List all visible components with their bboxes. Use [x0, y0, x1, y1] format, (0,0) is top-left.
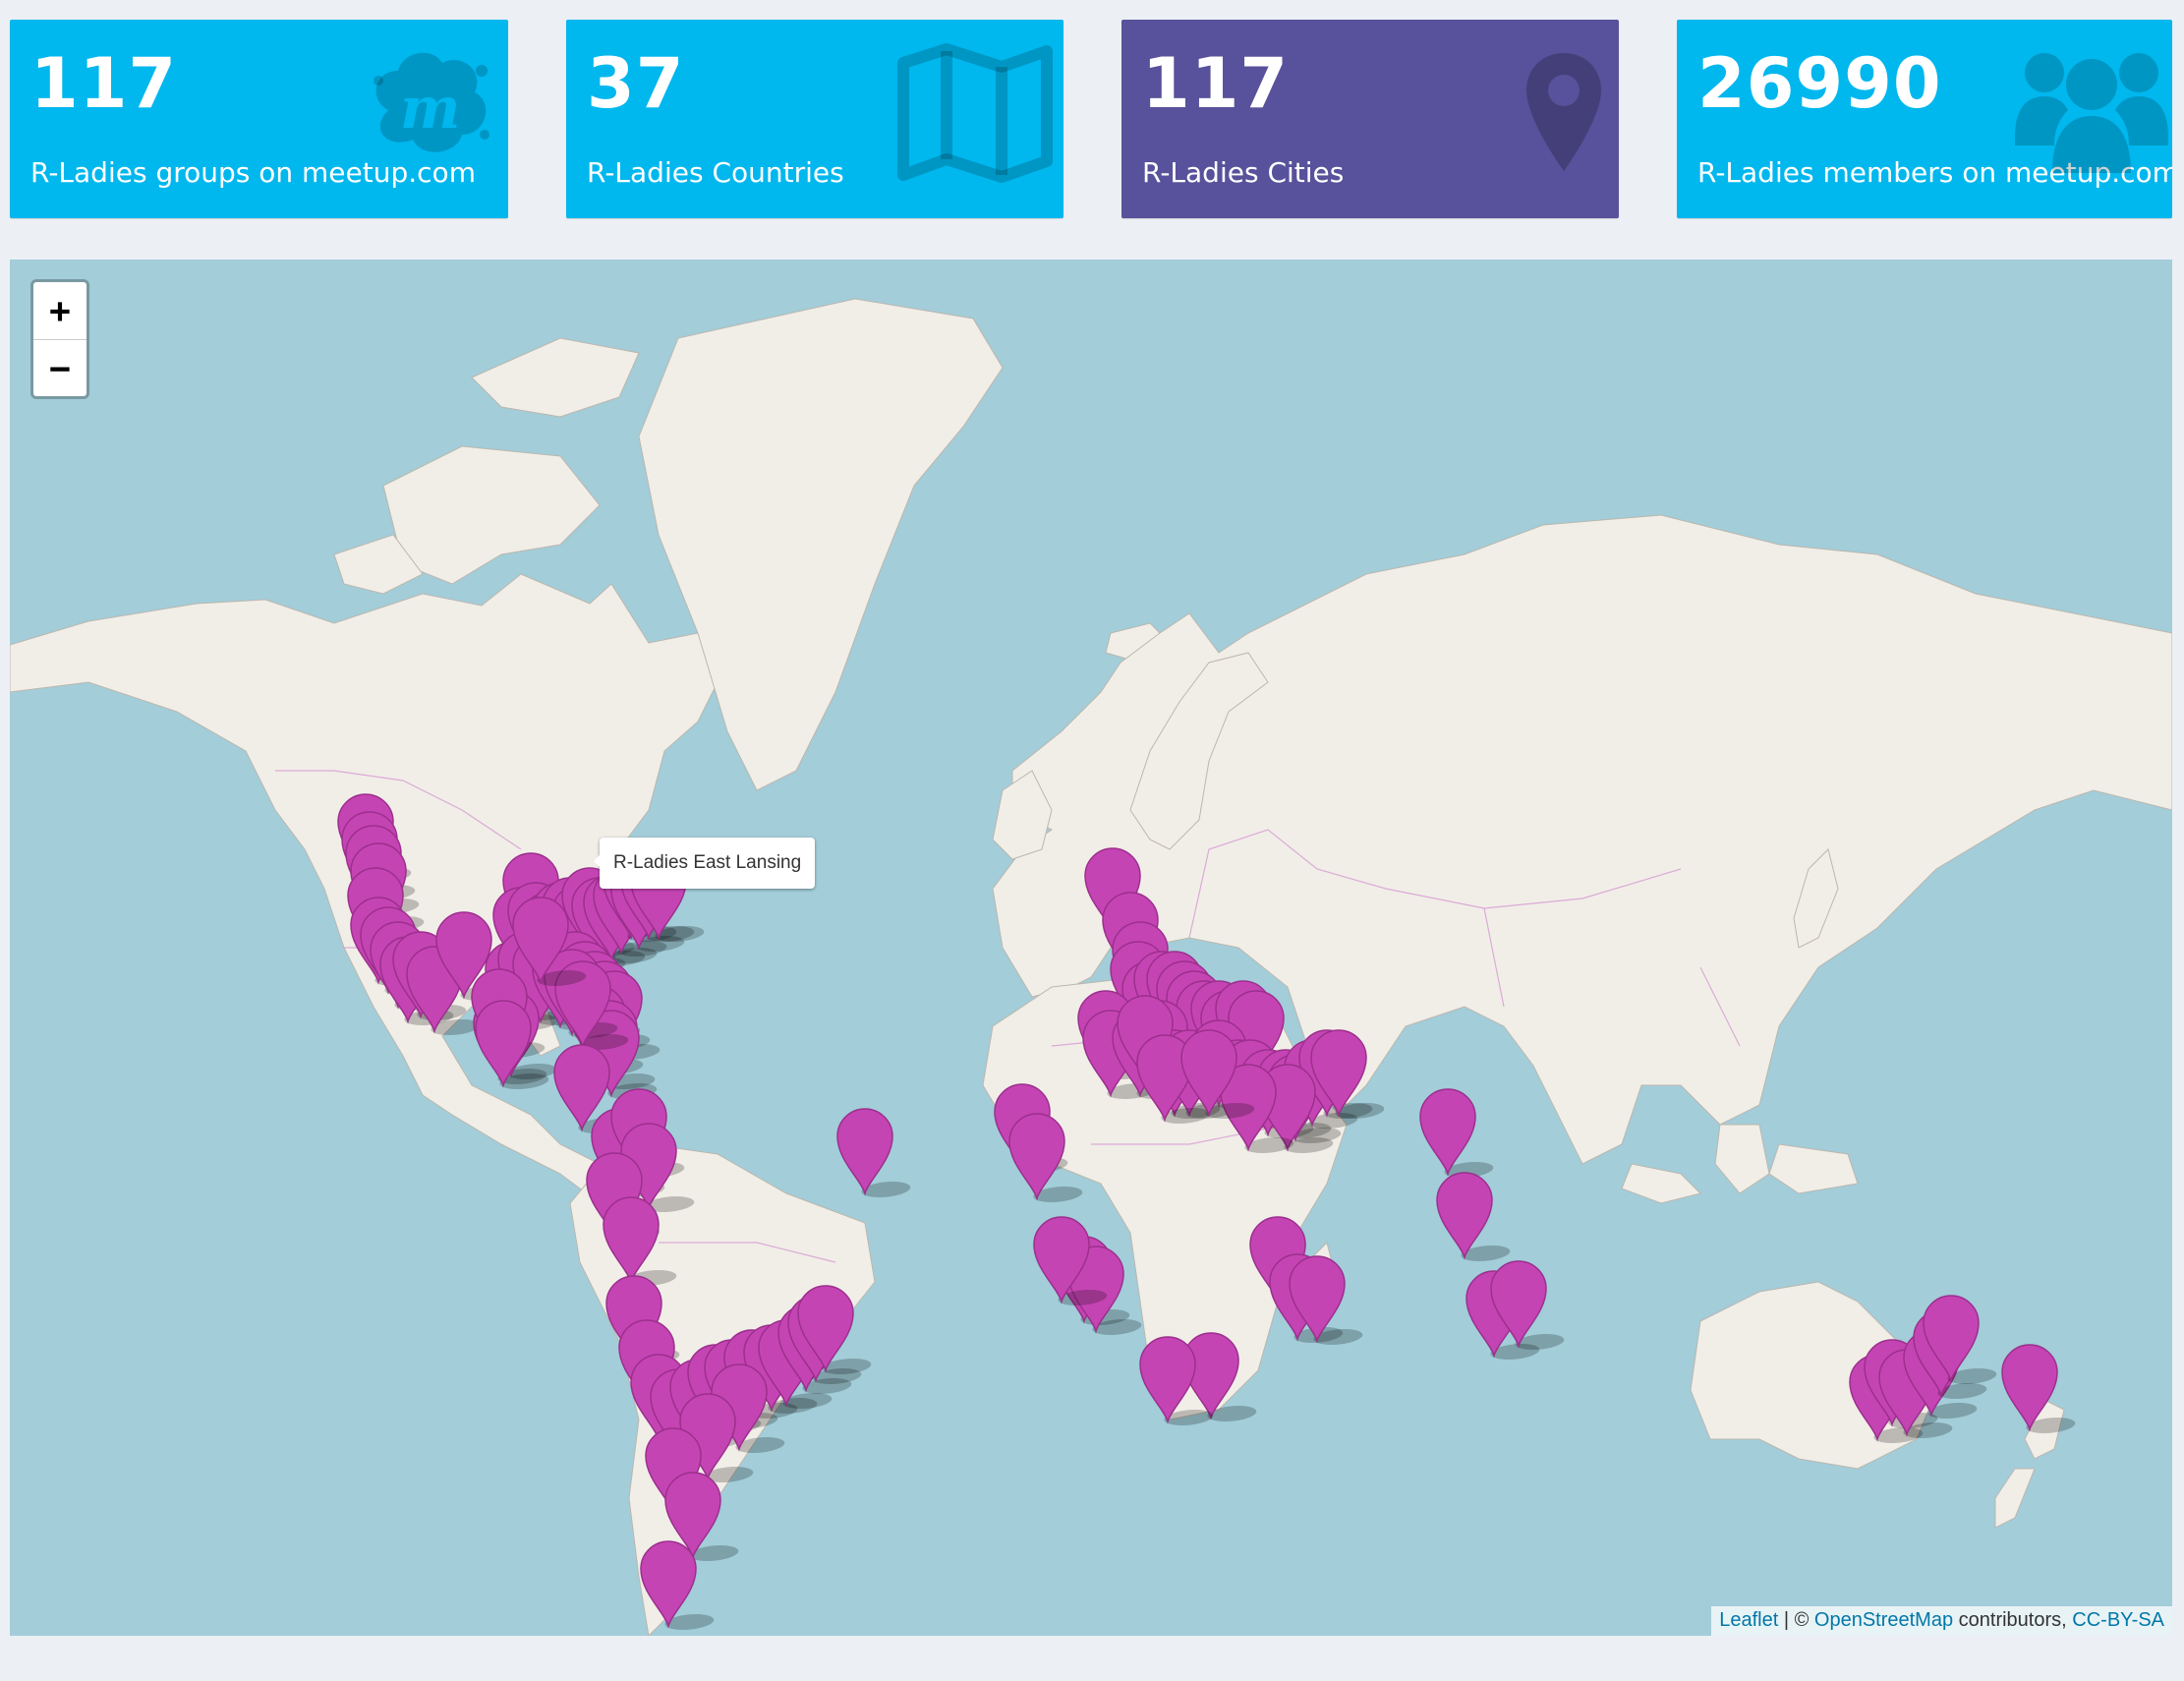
stat-label: R-Ladies Countries — [587, 156, 844, 189]
map-marker[interactable] — [1033, 1216, 1113, 1305]
zoom-in-button[interactable]: + — [33, 282, 86, 340]
land-greenland — [638, 298, 1004, 791]
map-marker[interactable] — [1182, 1332, 1262, 1421]
openstreetmap-link[interactable]: OpenStreetMap — [1813, 1609, 1954, 1631]
map-marker[interactable] — [1436, 1172, 1516, 1261]
map-marker[interactable] — [1220, 1064, 1299, 1153]
map-marker[interactable] — [640, 1540, 719, 1630]
leaflet-link[interactable]: Leaflet — [1719, 1609, 1779, 1631]
land-scandinavia — [1129, 652, 1269, 850]
map-marker[interactable] — [1139, 1336, 1219, 1425]
map-marker[interactable] — [1289, 1255, 1368, 1345]
stat-label: R-Ladies Cities — [1142, 156, 1345, 189]
stat-label: R-Ladies groups on meetup.com — [30, 156, 476, 189]
map-marker[interactable] — [2001, 1344, 2081, 1433]
zoom-out-button[interactable]: − — [49, 348, 71, 389]
map-attribution: Leaflet | © OpenStreetMap contributors, … — [1711, 1606, 2172, 1636]
stat-box-members: 26990 R-Ladies members on meetup.com — [1677, 20, 2172, 218]
map-marker[interactable] — [836, 1108, 916, 1197]
attribution-text: contributors, — [1953, 1609, 2073, 1631]
map-marker[interactable] — [475, 1000, 554, 1089]
svg-text:m: m — [400, 75, 460, 142]
meetup-logo-icon: m — [374, 52, 489, 152]
stat-box-groups: 117 R-Ladies groups on meetup.com m — [10, 20, 508, 218]
map-marker[interactable] — [1310, 1029, 1390, 1119]
land-uk — [992, 770, 1053, 860]
world-map[interactable]: + − R-Ladies East Lansing Leaflet | © Op… — [10, 260, 2172, 1636]
stat-label: R-Ladies members on meetup.com — [1697, 156, 2172, 189]
stat-box-countries: 37 R-Ladies Countries — [566, 20, 1063, 218]
attribution-separator: | © — [1778, 1609, 1814, 1631]
map-marker[interactable] — [664, 1472, 744, 1561]
map-marker[interactable] — [1419, 1088, 1499, 1178]
users-icon — [2015, 53, 2168, 173]
map-marker[interactable] — [797, 1285, 877, 1374]
license-link[interactable]: CC-BY-SA — [2072, 1609, 2164, 1631]
world-basemap — [10, 298, 2172, 1636]
stat-value: 117 — [30, 43, 178, 124]
map-marker[interactable] — [1136, 1034, 1216, 1124]
map-marker[interactable] — [512, 897, 592, 986]
stat-value: 117 — [1142, 43, 1290, 124]
marker-layer — [337, 793, 2081, 1630]
map-marker[interactable] — [1008, 1113, 1088, 1202]
zoom-control: + − — [30, 279, 89, 399]
land-arctic-islands — [382, 445, 601, 585]
stat-box-cities: 117 R-Ladies Cities — [1121, 20, 1619, 218]
marker-tooltip: R-Ladies East Lansing — [593, 838, 816, 889]
stat-value: 37 — [587, 43, 685, 124]
map-pin-icon — [1526, 53, 1601, 171]
map-marker[interactable] — [1180, 1029, 1260, 1119]
map-marker[interactable] — [1490, 1260, 1570, 1350]
map-icon — [897, 43, 1053, 183]
map-marker[interactable] — [1923, 1295, 2002, 1384]
map-marker[interactable] — [620, 1123, 700, 1212]
stat-value: 26990 — [1697, 43, 1942, 124]
